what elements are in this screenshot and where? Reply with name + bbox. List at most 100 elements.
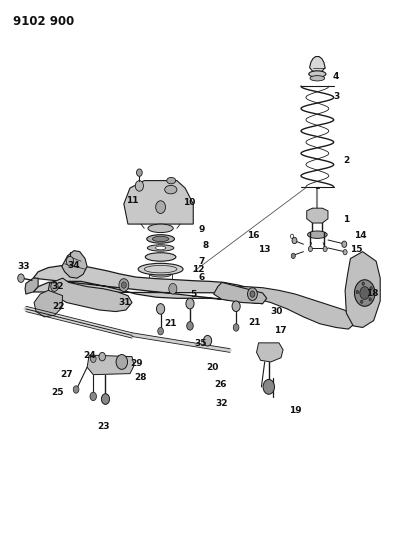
Text: 21: 21	[248, 318, 261, 327]
Circle shape	[308, 246, 312, 252]
Text: 9: 9	[198, 225, 205, 234]
Text: 23: 23	[97, 422, 110, 431]
Circle shape	[362, 282, 365, 285]
Circle shape	[369, 298, 372, 301]
Text: 14: 14	[354, 231, 367, 240]
Text: 1: 1	[343, 215, 349, 224]
Ellipse shape	[307, 231, 327, 238]
Circle shape	[102, 394, 110, 405]
Circle shape	[169, 284, 177, 294]
Text: 12: 12	[192, 265, 204, 273]
Circle shape	[136, 169, 142, 176]
Text: 3: 3	[333, 92, 339, 101]
Circle shape	[73, 386, 79, 393]
Circle shape	[66, 256, 74, 266]
Circle shape	[90, 392, 97, 401]
Ellipse shape	[165, 185, 177, 194]
Text: 10: 10	[183, 198, 195, 207]
Text: 9102 900: 9102 900	[13, 14, 74, 28]
Ellipse shape	[152, 236, 169, 241]
Text: 17: 17	[274, 326, 286, 335]
Circle shape	[186, 298, 194, 309]
Ellipse shape	[167, 177, 175, 184]
Text: 33: 33	[18, 262, 30, 271]
Circle shape	[292, 237, 297, 244]
Text: 21: 21	[164, 319, 177, 328]
Ellipse shape	[148, 224, 173, 232]
Text: 11: 11	[126, 196, 138, 205]
Circle shape	[203, 335, 212, 346]
Text: 16: 16	[247, 231, 260, 240]
Ellipse shape	[151, 264, 171, 269]
Text: 18: 18	[366, 288, 378, 297]
Text: 24: 24	[83, 351, 95, 360]
Text: 15: 15	[350, 245, 363, 254]
Circle shape	[360, 287, 369, 300]
Circle shape	[370, 287, 372, 290]
Text: 26: 26	[215, 379, 227, 389]
Circle shape	[343, 249, 347, 255]
Circle shape	[156, 201, 166, 214]
Ellipse shape	[150, 272, 171, 277]
Ellipse shape	[148, 288, 173, 293]
Circle shape	[158, 327, 164, 335]
Polygon shape	[307, 208, 328, 223]
Polygon shape	[48, 278, 132, 312]
Circle shape	[323, 246, 327, 252]
Circle shape	[250, 291, 255, 297]
Text: 4: 4	[333, 72, 339, 81]
Circle shape	[247, 288, 257, 301]
Ellipse shape	[310, 76, 325, 81]
Text: 19: 19	[289, 406, 302, 415]
Ellipse shape	[149, 280, 172, 285]
Polygon shape	[256, 343, 283, 362]
Ellipse shape	[155, 246, 166, 250]
Polygon shape	[214, 282, 267, 304]
Text: 22: 22	[52, 302, 65, 311]
Circle shape	[263, 379, 275, 394]
Polygon shape	[33, 265, 263, 304]
Text: 29: 29	[131, 359, 143, 367]
Text: 30: 30	[270, 307, 282, 316]
Circle shape	[342, 241, 347, 247]
Circle shape	[233, 324, 239, 331]
Text: 8: 8	[202, 241, 209, 250]
Circle shape	[18, 274, 24, 282]
Polygon shape	[34, 290, 62, 317]
Polygon shape	[124, 181, 193, 224]
Polygon shape	[62, 251, 87, 278]
Circle shape	[121, 282, 126, 288]
Circle shape	[90, 355, 96, 362]
Circle shape	[360, 300, 363, 303]
Circle shape	[135, 181, 143, 191]
Circle shape	[355, 280, 375, 306]
Text: 32: 32	[216, 399, 228, 408]
Polygon shape	[345, 252, 380, 327]
Text: 35: 35	[194, 339, 207, 348]
Circle shape	[51, 282, 58, 292]
Text: 25: 25	[51, 388, 64, 397]
Circle shape	[119, 279, 129, 292]
Ellipse shape	[138, 263, 183, 275]
Text: 27: 27	[60, 369, 73, 378]
Ellipse shape	[147, 235, 175, 243]
Polygon shape	[309, 56, 325, 71]
Text: 6: 6	[198, 272, 205, 281]
Polygon shape	[25, 278, 38, 294]
Text: 31: 31	[118, 298, 131, 307]
Text: 28: 28	[134, 373, 146, 382]
Ellipse shape	[147, 245, 174, 251]
Text: 20: 20	[207, 363, 219, 372]
Circle shape	[291, 253, 296, 259]
Circle shape	[232, 301, 240, 312]
Circle shape	[157, 304, 165, 314]
Ellipse shape	[145, 253, 176, 261]
Ellipse shape	[309, 71, 326, 77]
Text: 32: 32	[51, 282, 64, 291]
Circle shape	[116, 354, 127, 369]
Text: 7: 7	[198, 257, 205, 265]
Circle shape	[356, 290, 359, 294]
Text: 5: 5	[190, 289, 196, 298]
Text: 13: 13	[258, 245, 270, 254]
Text: 34: 34	[68, 261, 81, 270]
